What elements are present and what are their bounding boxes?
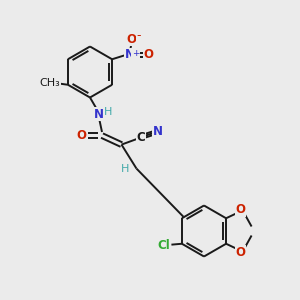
Text: N: N [94,107,104,121]
Text: H: H [121,164,129,174]
Text: O: O [144,48,154,61]
Text: N: N [125,48,135,61]
Text: -: - [137,29,141,42]
Text: CH₃: CH₃ [40,78,60,88]
Text: O: O [127,33,136,46]
Text: O: O [76,129,87,142]
Text: +: + [132,49,139,58]
Text: O: O [236,246,245,259]
Text: Cl: Cl [158,239,170,252]
Text: H: H [104,106,112,117]
Text: O: O [236,203,245,216]
Text: N: N [152,125,163,138]
Text: C: C [136,130,146,144]
